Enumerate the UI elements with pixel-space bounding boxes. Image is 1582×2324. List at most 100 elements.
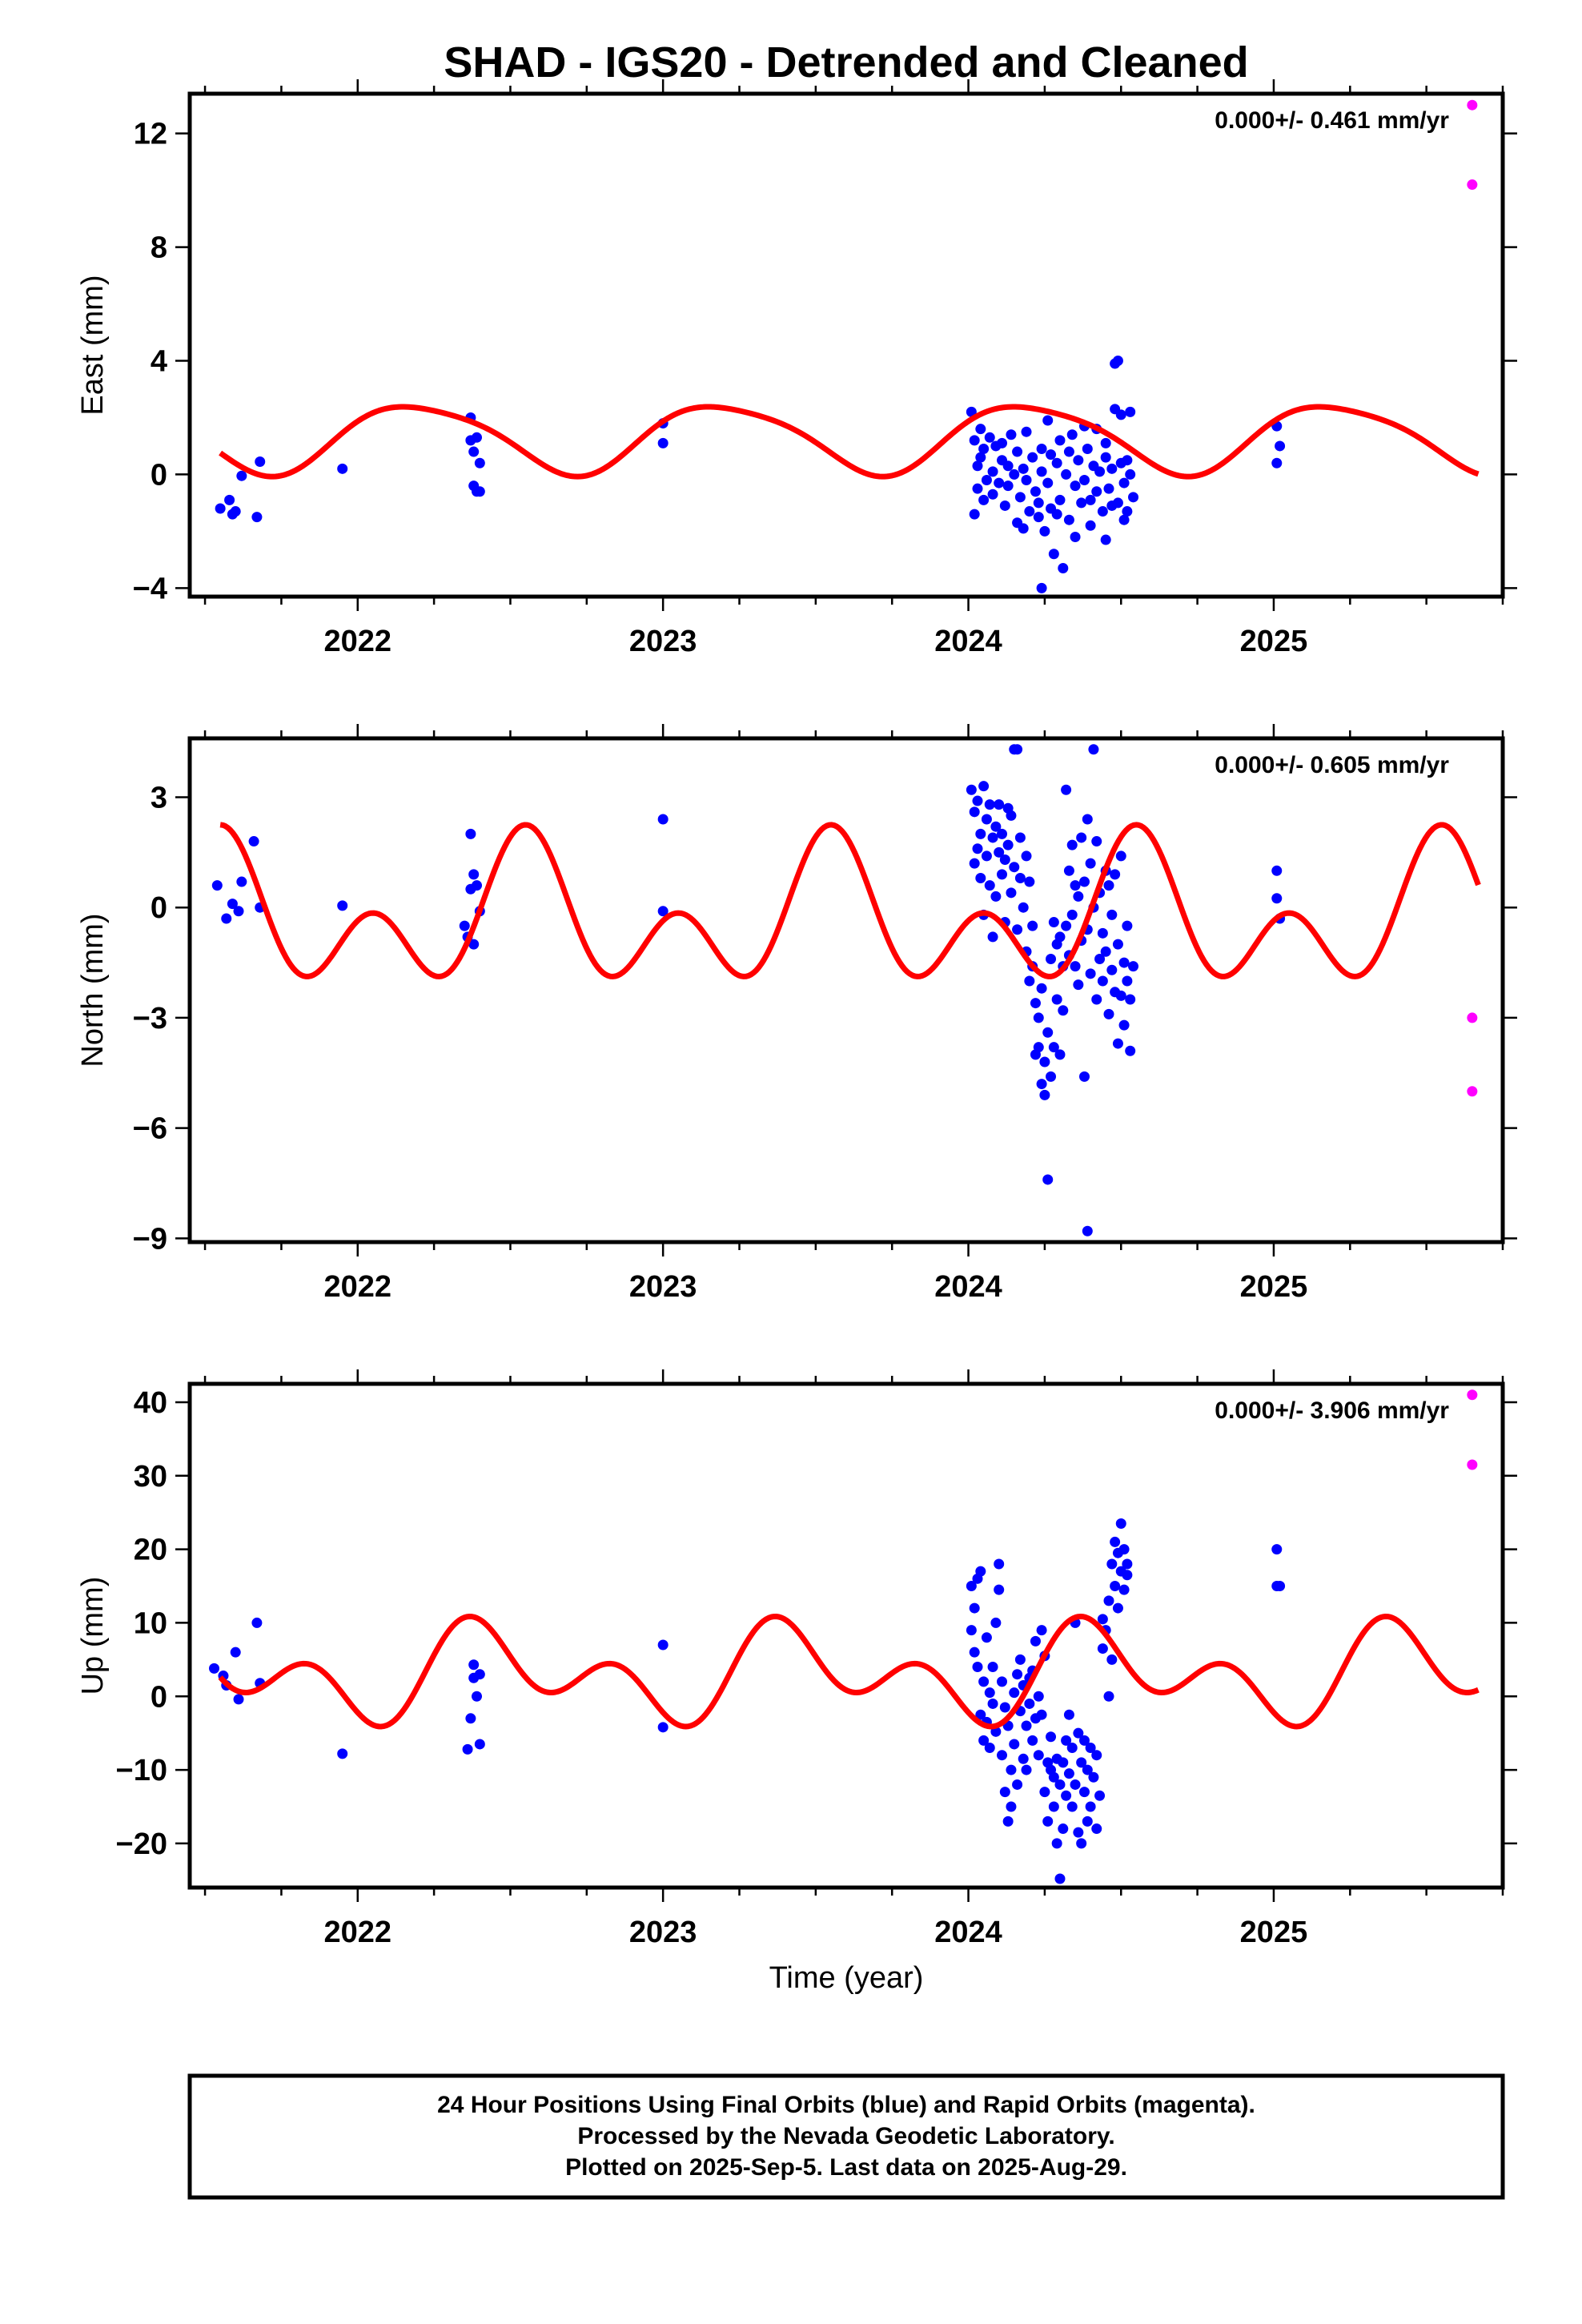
east-y-axis-title: East (mm) [76,275,110,415]
north-final-point [1046,953,1057,964]
north-final-point [1103,1008,1114,1019]
north-final-point [990,891,1002,902]
up-final-point [1122,1558,1133,1570]
north-final-point [1097,975,1108,987]
east-final-point [1051,509,1062,520]
east-final-point [1106,463,1118,474]
north-final-point [1097,927,1108,939]
east-final-point [1115,409,1126,420]
up-final-point [990,1617,1002,1628]
up-ytick-label: 40 [134,1386,167,1420]
up-rapid-point [1467,1389,1478,1401]
north-final-point [1073,891,1084,902]
east-final-point [1002,480,1014,492]
north-xtick-label: 2025 [1240,1270,1308,1304]
north-rapid-point [1467,1012,1478,1023]
north-final-point [1106,964,1118,975]
north-final-point [1039,1089,1050,1100]
north-final-point [1014,872,1026,883]
up-final-point [474,1739,485,1750]
up-final-point [1039,1787,1050,1798]
north-final-point [1078,876,1090,887]
north-xtick-label: 2024 [934,1270,1002,1304]
east-final-point [474,486,485,497]
north-final-point [999,854,1010,866]
east-final-point [1082,444,1093,455]
east-final-point [999,500,1010,511]
north-final-point [1088,744,1099,755]
up-final-point [978,1735,990,1746]
east-final-point [1012,446,1023,457]
up-final-point [1048,1771,1059,1783]
north-final-point [1118,957,1130,968]
north-final-point [1054,931,1066,943]
north-final-point [994,799,1005,810]
east-final-point [1066,429,1078,440]
north-final-point [1006,887,1017,899]
east-final-point [975,452,986,463]
north-final-point [1070,961,1081,972]
north-final-point [221,913,232,924]
north-xtick-label: 2022 [323,1270,391,1304]
north-final-point [1012,924,1023,935]
north-final-point [1051,994,1062,1005]
east-xtick-label: 2022 [323,625,391,658]
up-final-point [1066,1743,1078,1754]
up-xtick-label: 2023 [629,1916,697,1949]
up-final-point [1097,1643,1108,1655]
east-final-point [1063,446,1074,457]
east-final-point [1112,497,1123,509]
north-final-point [972,843,983,854]
north-final-point [1118,1019,1130,1031]
up-final-point [1066,1801,1078,1812]
east-final-point [1073,455,1084,466]
up-final-point [1103,1691,1114,1702]
north-rate-annotation: 0.000+/- 0.605 mm/yr [1215,752,1449,778]
up-ytick-label: −10 [116,1754,167,1787]
north-final-point [1061,784,1072,795]
north-final-point [1002,839,1014,850]
east-final-point [251,512,263,523]
up-final-point [1018,1753,1029,1764]
east-final-point [1036,582,1047,593]
east-ytick-label: 8 [151,231,167,265]
up-final-point [1027,1735,1038,1746]
east-final-point [1100,534,1111,545]
north-final-point [233,906,244,917]
up-final-point [975,1709,986,1720]
north-final-point [1063,865,1074,876]
north-final-point [1042,1027,1054,1038]
east-final-point [1046,449,1057,460]
up-xtick-label: 2024 [934,1916,1002,1949]
up-final-point [1078,1787,1090,1798]
up-final-point [1106,1654,1118,1665]
up-final-point [657,1639,669,1651]
up-final-point [1122,1570,1133,1581]
up-x-axis-title: Time (year) [769,1961,924,1995]
up-final-point [468,1659,480,1671]
north-final-point [1024,876,1035,887]
up-final-point [657,1722,669,1733]
east-final-point [1054,435,1066,446]
north-final-point [1082,814,1093,825]
north-final-point [1058,1005,1069,1016]
north-final-point [1018,902,1029,913]
up-final-point [1110,1581,1121,1592]
east-final-point [468,446,480,457]
east-final-point [1061,468,1072,480]
north-final-point [211,880,223,891]
north-final-point [997,828,1008,839]
east-final-point [1070,480,1081,492]
east-final-point [1033,497,1044,509]
up-final-point [1063,1768,1074,1779]
east-final-point [1085,494,1096,505]
up-final-point [994,1558,1005,1570]
north-final-point [1036,983,1047,994]
up-ytick-label: 10 [134,1606,167,1640]
north-final-point [1012,744,1023,755]
footer-line-2: Processed by the Nevada Geodetic Laborat… [577,2123,1114,2149]
east-rapid-point [1467,99,1478,111]
up-final-point [1091,1823,1102,1835]
north-final-point [1103,880,1114,891]
up-final-point [1061,1735,1072,1746]
